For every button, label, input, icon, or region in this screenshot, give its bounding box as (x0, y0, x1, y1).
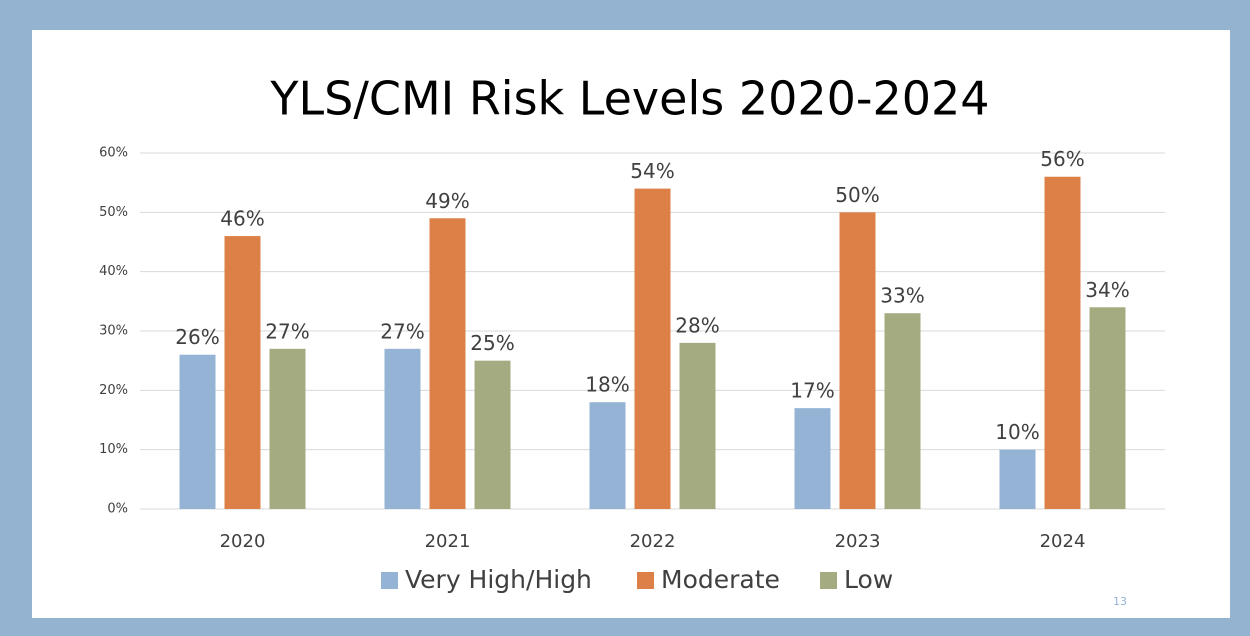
data-label: 18% (585, 373, 629, 397)
bar (1089, 307, 1126, 509)
data-label: 46% (220, 207, 264, 231)
data-label: 25% (470, 331, 514, 355)
x-tick-label: 2024 (1040, 531, 1086, 552)
bar (429, 218, 466, 509)
legend-label: Moderate (661, 565, 780, 594)
data-label: 50% (835, 183, 879, 207)
data-label: 28% (675, 313, 719, 337)
y-tick-label: 40% (99, 264, 128, 279)
x-tick-label: 2022 (630, 531, 676, 552)
bar (589, 402, 626, 509)
y-tick-label: 0% (107, 502, 128, 517)
data-label: 26% (175, 325, 219, 349)
data-label: 10% (995, 420, 1039, 444)
bar (999, 449, 1036, 509)
y-tick-label: 60% (99, 146, 128, 161)
page-number: 13 (1113, 595, 1127, 608)
x-tick-label: 2021 (425, 531, 471, 552)
bar (179, 354, 216, 509)
y-tick-label: 50% (99, 205, 128, 220)
legend-label: Low (844, 565, 893, 594)
bar (1044, 176, 1081, 509)
y-tick-label: 30% (99, 324, 128, 339)
bar (794, 408, 831, 509)
bar (884, 313, 921, 509)
data-label: 56% (1040, 147, 1084, 171)
bar (634, 188, 671, 509)
chart-title: YLS/CMI Risk Levels 2020-2024 (269, 72, 989, 126)
data-label: 34% (1085, 278, 1129, 302)
data-label: 49% (425, 189, 469, 213)
y-tick-label: 10% (99, 442, 128, 457)
x-tick-label: 2023 (835, 531, 881, 552)
data-label: 54% (630, 159, 674, 183)
data-label: 27% (380, 319, 424, 343)
data-label: 33% (880, 284, 924, 308)
legend-swatch (637, 572, 654, 589)
bar (474, 360, 511, 509)
bar (224, 236, 261, 510)
bar (269, 348, 306, 509)
legend-label: Very High/High (405, 565, 592, 594)
bar (839, 212, 876, 510)
data-label: 27% (265, 319, 309, 343)
bar (679, 342, 716, 509)
y-tick-label: 20% (99, 383, 128, 398)
legend-swatch (381, 572, 398, 589)
data-label: 17% (790, 379, 834, 403)
bar (384, 348, 421, 509)
x-tick-label: 2020 (220, 531, 266, 552)
legend-swatch (820, 572, 837, 589)
